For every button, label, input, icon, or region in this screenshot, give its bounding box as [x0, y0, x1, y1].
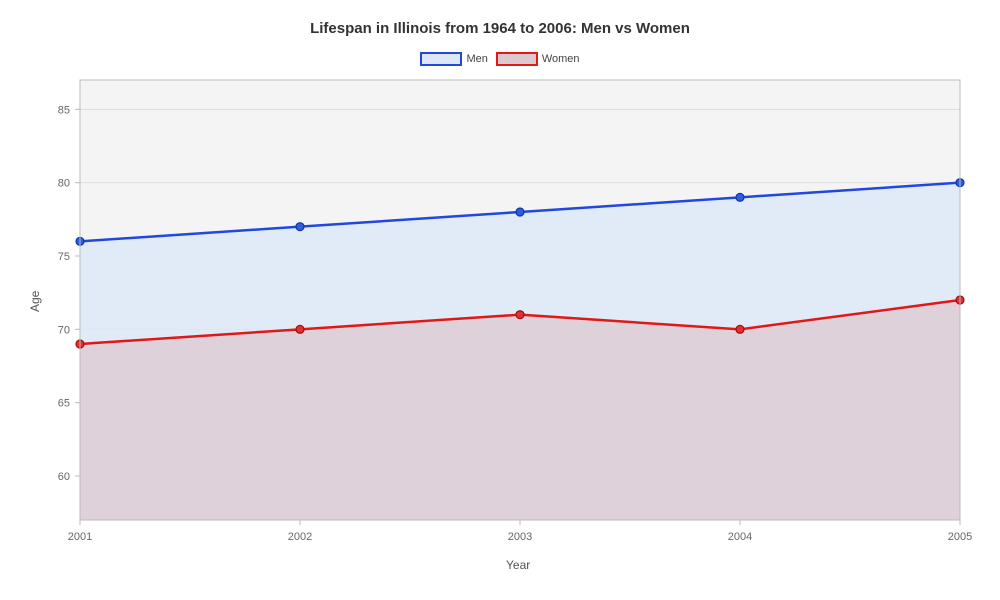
y-tick-label: 60	[58, 471, 70, 483]
x-tick-label: 2001	[68, 531, 92, 543]
x-tick-label: 2002	[288, 531, 312, 543]
chart-canvas: 60 65 70 75 80 85 2001 2002 2003 2004 2005	[0, 0, 1000, 600]
marker-men	[736, 193, 744, 201]
marker-men	[516, 208, 524, 216]
marker-women	[296, 325, 304, 333]
x-tick-label: 2003	[508, 531, 532, 543]
y-tick-label: 65	[58, 398, 70, 410]
marker-women	[736, 325, 744, 333]
marker-men	[296, 223, 304, 231]
y-tick-label: 75	[58, 251, 70, 263]
x-tick-label: 2005	[948, 531, 972, 543]
x-tick-label: 2004	[728, 531, 752, 543]
y-tick-label: 70	[58, 324, 70, 336]
y-tick-label: 85	[58, 104, 70, 116]
y-tick-label: 80	[58, 178, 70, 190]
marker-women	[516, 311, 524, 319]
